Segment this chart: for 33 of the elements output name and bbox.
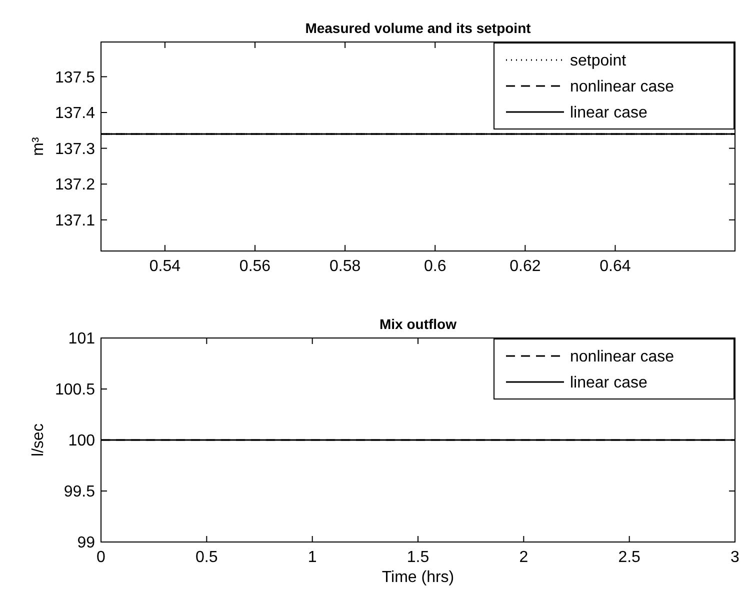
chart-title: Mix outflow — [380, 316, 457, 332]
legend-label: linear case — [570, 374, 648, 392]
chart-title: Measured volume and its setpoint — [305, 20, 532, 36]
x-tick-label: 1 — [308, 549, 317, 566]
x-tick-label: 3 — [730, 549, 740, 566]
y-tick-label: 137.2 — [54, 176, 96, 194]
legend-label: nonlinear case — [570, 78, 674, 96]
x-tick-label: 0.58 — [329, 258, 361, 275]
x-tick-label: 2.5 — [618, 549, 641, 566]
x-tick-label: 0.5 — [196, 549, 218, 566]
x-tick-label: 0 — [96, 549, 106, 566]
y-tick-label: 137.1 — [54, 212, 96, 230]
y-tick-label: 100.5 — [54, 382, 96, 399]
legend-label: nonlinear case — [570, 348, 674, 366]
legend-label: linear case — [570, 104, 648, 122]
y-tick-label: 99 — [77, 534, 96, 552]
x-tick-label: 0.64 — [600, 258, 631, 275]
x-tick-label: 2 — [519, 549, 528, 566]
y-tick-label: 137.3 — [54, 140, 96, 158]
y-tick-label: 100 — [68, 432, 96, 450]
x-tick-label: 0.6 — [424, 258, 446, 275]
x-tick-label: 1.5 — [406, 549, 430, 566]
x-axis-title: Time (hrs) — [382, 569, 454, 586]
y-tick-label: 99.5 — [64, 484, 96, 501]
x-tick-label: 0.54 — [149, 258, 181, 275]
x-tick-label: 0.62 — [510, 258, 541, 275]
y-tick-label: 137.4 — [54, 105, 96, 122]
y-axis-title: l/sec — [30, 424, 47, 456]
y-tick-label: 101 — [68, 330, 96, 348]
x-tick-label: 0.56 — [239, 258, 271, 275]
y-axis-title: m³ — [30, 136, 47, 156]
y-tick-label: 137.5 — [54, 69, 96, 86]
legend-label: setpoint — [570, 52, 627, 70]
